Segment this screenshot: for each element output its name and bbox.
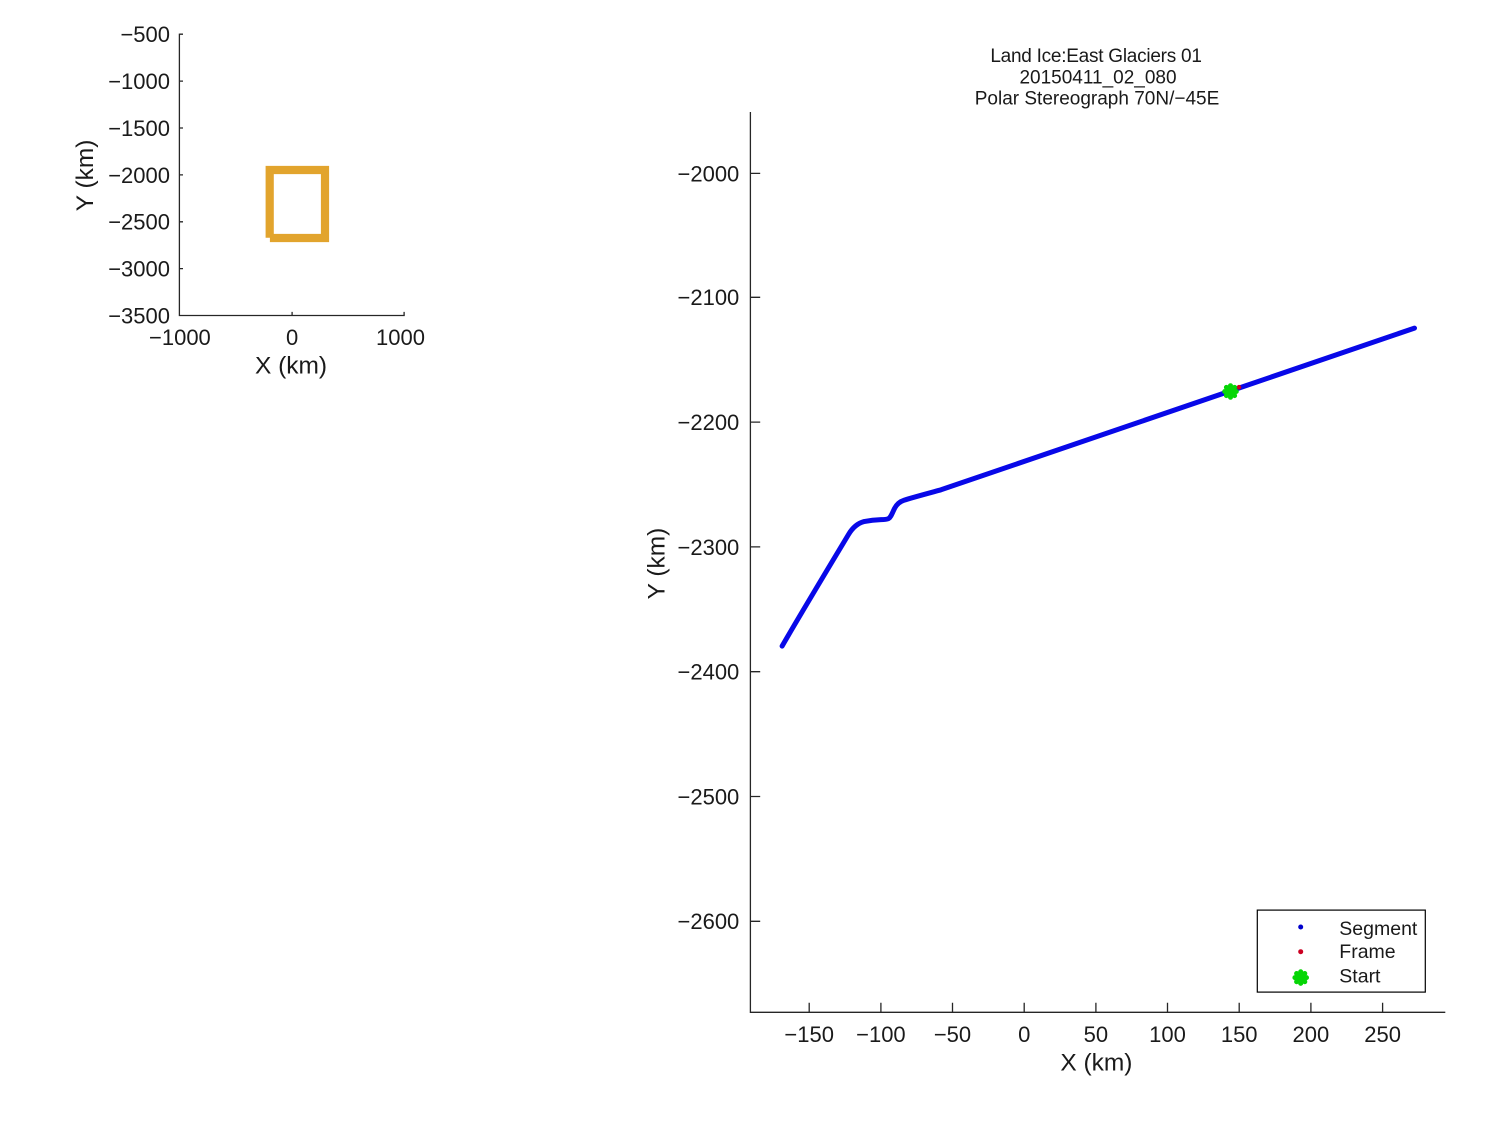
svg-text:−500: −500 (120, 22, 170, 47)
svg-text:−3000: −3000 (108, 257, 170, 282)
svg-text:Y (km): Y (km) (72, 140, 99, 212)
svg-text:100: 100 (1149, 1022, 1186, 1047)
svg-text:150: 150 (1221, 1022, 1258, 1047)
svg-text:Polar Stereograph 70N/−45E: Polar Stereograph 70N/−45E (975, 89, 1220, 110)
svg-text:20150411_02_080: 20150411_02_080 (1019, 67, 1176, 88)
svg-text:X (km): X (km) (255, 352, 327, 379)
svg-text:1000: 1000 (376, 325, 425, 350)
svg-text:0: 0 (286, 325, 298, 350)
svg-text:−1500: −1500 (108, 116, 170, 141)
svg-text:−2200: −2200 (678, 410, 740, 435)
svg-text:50: 50 (1084, 1022, 1108, 1047)
svg-text:−1000: −1000 (108, 69, 170, 94)
svg-text:−50: −50 (934, 1022, 971, 1047)
svg-text:−3500: −3500 (108, 303, 170, 328)
svg-text:Land Ice:East Glaciers 01: Land Ice:East Glaciers 01 (990, 46, 1201, 67)
svg-text:Segment: Segment (1339, 918, 1418, 940)
svg-text:−150: −150 (784, 1022, 834, 1047)
svg-text:−2500: −2500 (108, 210, 170, 235)
svg-text:−1000: −1000 (149, 325, 211, 350)
svg-text:−2000: −2000 (678, 161, 740, 186)
svg-text:Start: Start (1339, 965, 1381, 987)
svg-text:−2300: −2300 (678, 535, 740, 560)
svg-text:250: 250 (1364, 1022, 1401, 1047)
svg-text:0: 0 (1018, 1022, 1030, 1047)
svg-text:−2500: −2500 (678, 784, 740, 809)
svg-text:−2000: −2000 (108, 163, 170, 188)
svg-text:Frame: Frame (1339, 941, 1395, 963)
svg-text:Y (km): Y (km) (643, 528, 670, 600)
svg-text:−2600: −2600 (678, 909, 740, 934)
svg-text:200: 200 (1293, 1022, 1330, 1047)
svg-text:X (km): X (km) (1060, 1050, 1132, 1077)
svg-text:−2100: −2100 (678, 285, 740, 310)
svg-text:−2400: −2400 (678, 660, 740, 685)
svg-text:−100: −100 (856, 1022, 906, 1047)
